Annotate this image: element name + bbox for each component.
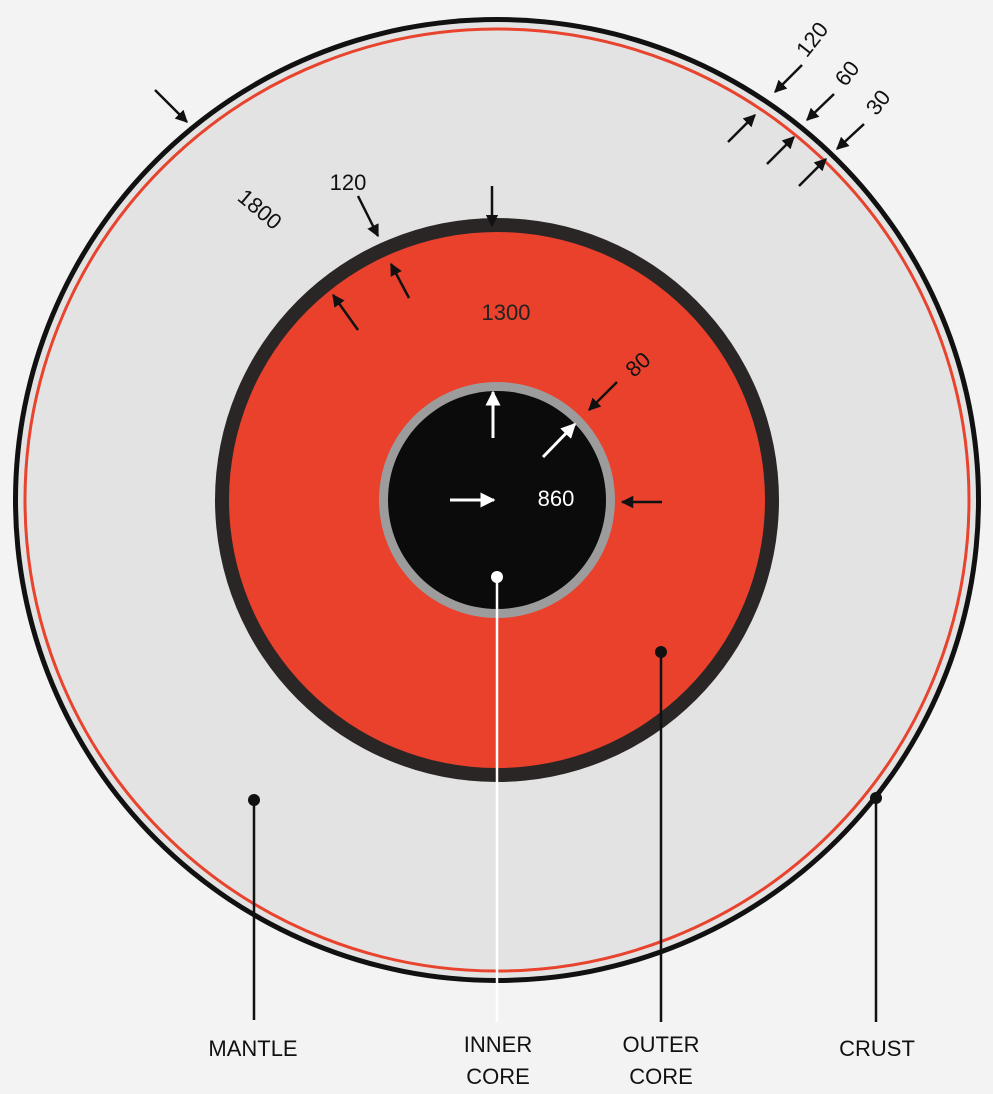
upper-layer-b-arrow-in xyxy=(766,136,795,165)
outer-core-caption-line1: OUTER xyxy=(623,1032,700,1057)
inner-boundary-arrow-outer xyxy=(588,381,618,411)
crust-marker-dot xyxy=(870,792,882,804)
mantle-caption: MANTLE xyxy=(208,1036,297,1061)
boundary-arrow-inner-b xyxy=(331,293,360,331)
crust-arrow-upper-left xyxy=(154,89,188,123)
crust-caption: CRUST xyxy=(839,1036,915,1061)
upper-layer-b-arrow-out xyxy=(806,93,835,121)
outer-core-caption-line2: CORE xyxy=(629,1064,693,1089)
inner-core-caption-line2: CORE xyxy=(466,1064,530,1089)
inner-core-caption-line1: INNER xyxy=(464,1032,532,1057)
upper-layer-a-label: 120 xyxy=(791,17,833,61)
upper-layer-a-arrow-in xyxy=(727,114,756,143)
boundary-arrow-outer xyxy=(356,195,380,238)
mantle-marker-dot xyxy=(248,794,260,806)
inner-core-arrow-diagonal xyxy=(541,422,577,459)
boundary-thickness-label: 120 xyxy=(330,170,367,195)
boundary-arrow-inner-a xyxy=(389,262,411,299)
crust-arrow-out xyxy=(836,123,865,150)
upper-layer-b-label: 60 xyxy=(830,56,865,91)
inner-core-marker-dot xyxy=(491,571,503,583)
upper-layer-a-arrow-out xyxy=(774,64,803,93)
outer-core-thickness-label: 1300 xyxy=(482,300,531,325)
inner-core-thickness-label: 860 xyxy=(538,486,575,511)
crust-arrow-in xyxy=(798,158,827,187)
outer-core-marker-dot xyxy=(655,646,667,658)
crust-thickness-label: 30 xyxy=(861,85,896,120)
inner-core-region xyxy=(388,391,606,609)
